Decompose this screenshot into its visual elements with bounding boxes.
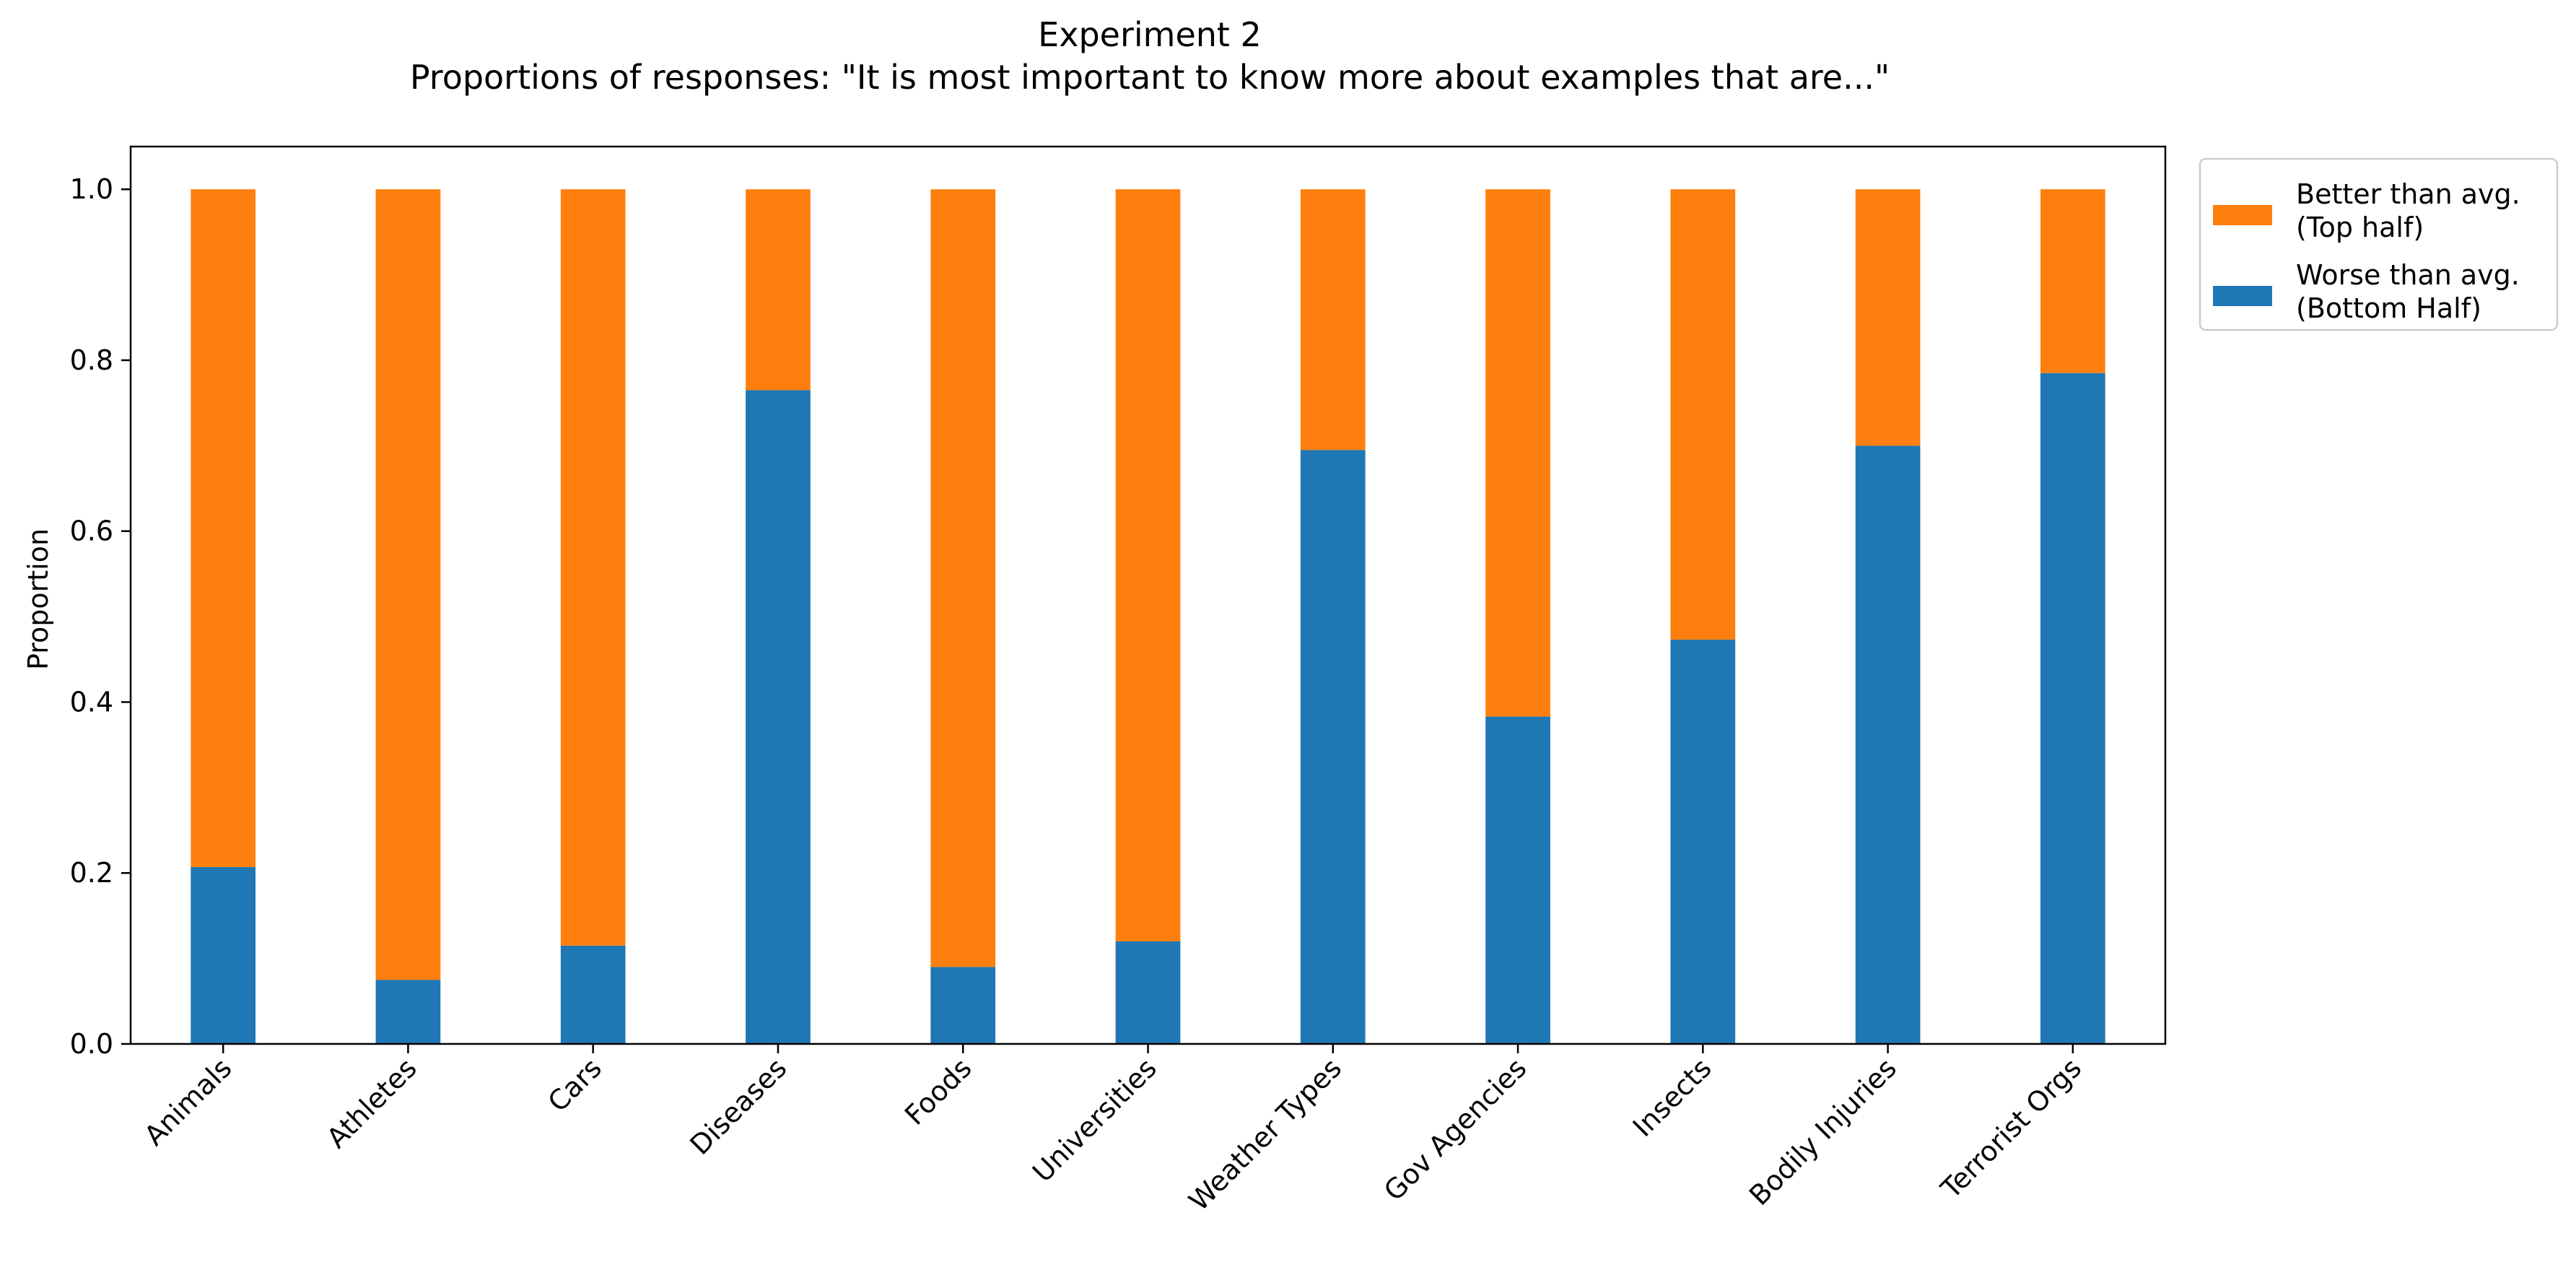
chart-title: Experiment 2: [1038, 15, 1262, 54]
bar-better-athletes: [375, 189, 441, 980]
bar-better-cars: [560, 189, 626, 946]
y-tick-label: 0.0: [70, 1028, 113, 1060]
bar-worse-bodily-injuries: [1855, 445, 1921, 1044]
legend-swatch: [2213, 205, 2272, 225]
bar-better-weather-types: [1300, 189, 1366, 450]
y-axis: 0.0 0.2 0.4 0.6 0.8 1.0: [70, 173, 131, 1060]
bar-better-diseases: [746, 189, 811, 391]
legend-swatch: [2213, 286, 2272, 306]
bar-better-terrorist-orgs: [2040, 189, 2105, 373]
legend-frame: [2199, 157, 2559, 331]
y-tick-label: 0.6: [70, 515, 113, 547]
y-axis-label: Proportion: [22, 528, 54, 670]
legend-label: Worse than avg.: [2296, 259, 2520, 291]
legend-label: (Bottom Half): [2296, 292, 2481, 324]
bar-better-animals: [191, 189, 256, 867]
bar-worse-animals: [191, 866, 256, 1044]
legend-label: Better than avg.: [2296, 178, 2520, 210]
chart-subtitle: Proportions of responses: "It is most im…: [410, 58, 1890, 97]
legend: Better than avg.(Top half) Worse than avg…: [2199, 157, 2559, 331]
bar-worse-gov-agencies: [1485, 716, 1550, 1044]
bar-worse-weather-types: [1300, 450, 1366, 1044]
y-tick-label: 1.0: [70, 173, 113, 205]
bar-better-gov-agencies: [1485, 189, 1550, 717]
bar-better-universities: [1115, 189, 1181, 941]
bar-better-insects: [1670, 189, 1736, 640]
bar-better-foods: [930, 189, 996, 967]
y-tick-label: 0.8: [70, 344, 113, 376]
bar-worse-cars: [560, 945, 626, 1044]
plot-area: [129, 145, 2167, 1045]
bar-worse-terrorist-orgs: [2040, 373, 2105, 1044]
y-tick-label: 0.4: [70, 686, 113, 718]
bar-worse-diseases: [746, 390, 811, 1044]
bar-better-bodily-injuries: [1855, 189, 1921, 446]
bar-worse-insects: [1670, 640, 1736, 1044]
bar-worse-athletes: [375, 980, 441, 1044]
y-tick-label: 0.2: [70, 857, 113, 889]
bar-worse-universities: [1115, 941, 1181, 1044]
bar-worse-foods: [930, 967, 996, 1044]
legend-label: (Top half): [2296, 212, 2424, 243]
